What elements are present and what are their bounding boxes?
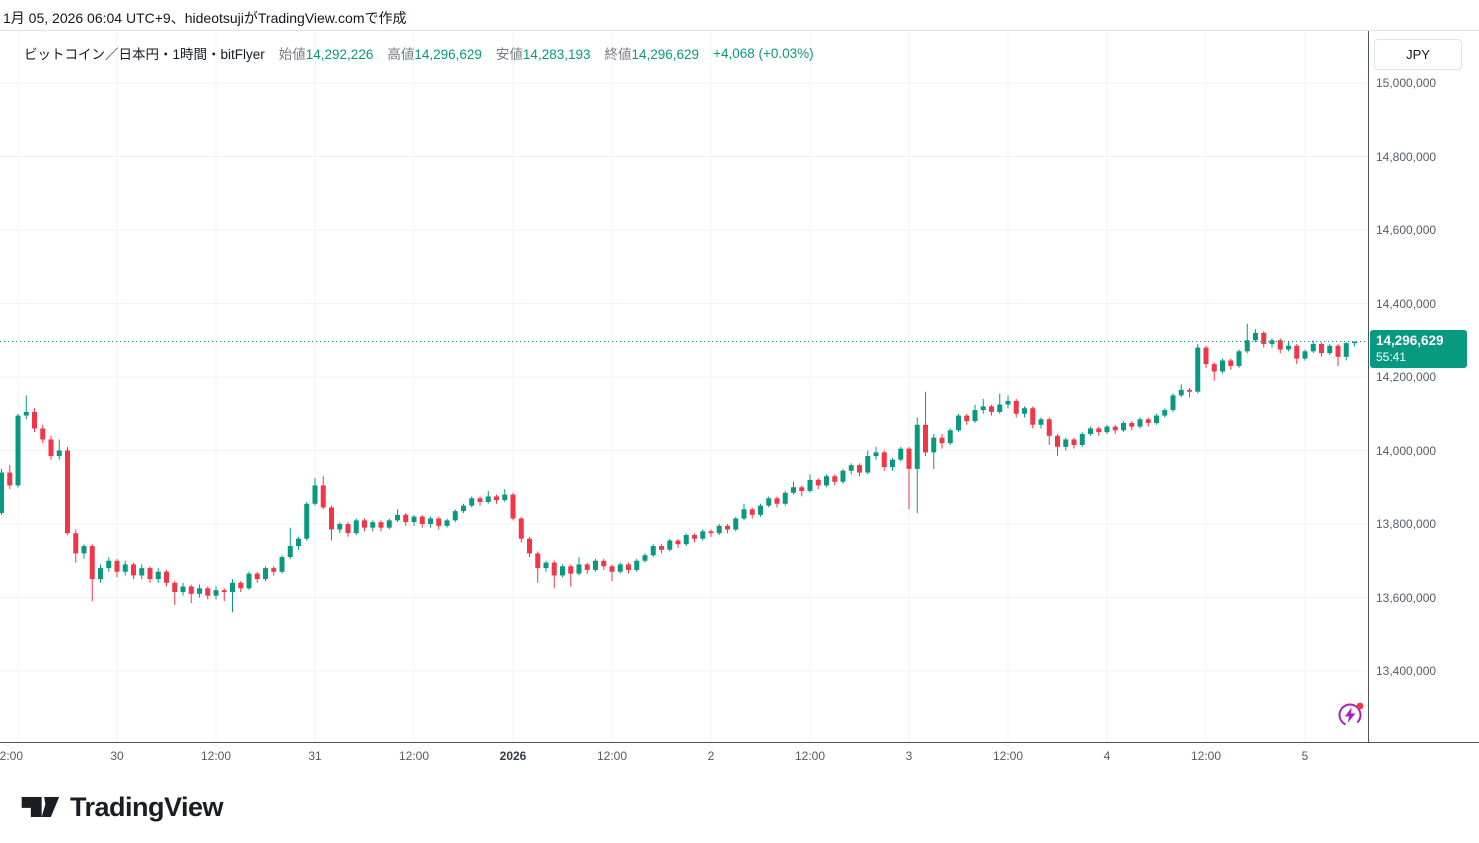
tradingview-logo-text: TradingView (70, 791, 224, 822)
time-axis-label: 12:00 (0, 749, 24, 763)
time-axis-label: 12:00 (200, 749, 232, 763)
tradingview-branding[interactable]: TradingView (20, 788, 224, 826)
current-price-value: 14,296,629 (1376, 333, 1444, 349)
high-value: 14,296,629 (414, 47, 482, 62)
price-axis-label: 14,800,000 (1376, 149, 1437, 164)
price-axis-label: 14,400,000 (1376, 296, 1437, 311)
price-axis-label: 13,600,000 (1376, 590, 1437, 605)
time-axis-label: 12:00 (1190, 749, 1222, 763)
price-axis-label: 15,000,000 (1376, 76, 1437, 90)
time-axis-label: 5 (1301, 749, 1309, 763)
time-axis-label: 12:00 (398, 749, 430, 763)
time-axis-label: 12:00 (596, 749, 628, 763)
change-value: +4,068 (+0.03%) (713, 45, 814, 61)
candlestick-chart[interactable] (0, 31, 1368, 742)
current-price-tag: 14,296,629 55:41 (1370, 330, 1467, 369)
currency-button[interactable]: JPY (1374, 39, 1462, 70)
price-axis-label: 14,000,000 (1376, 443, 1437, 458)
price-axis-label: 14,600,000 (1376, 223, 1437, 237)
symbol-title: ビットコイン／日本円・1時間・bitFlyer (24, 47, 265, 62)
notification-dot-icon (1356, 702, 1364, 710)
candle-countdown: 55:41 (1376, 350, 1407, 365)
time-axis[interactable]: 12:00 30 12:00 31 12:00 2026 12:00 2 12:00 3 12:00… (0, 742, 1479, 769)
chart-legend: ビットコイン／日本円・1時間・bitFlyer 始値14,292,226 高値1… (24, 43, 814, 63)
attribution-text: 1月 05, 2026 06:04 UTC+9、hideotsujiがTradi… (3, 10, 407, 26)
low-value: 14,283,193 (522, 47, 591, 62)
flash-icon (1338, 702, 1364, 727)
time-axis-label: 30 (110, 749, 124, 763)
high-pair: 高値14,296,629 (387, 47, 482, 62)
price-axis-label: 14,200,000 (1376, 370, 1437, 384)
close-pair: 終値14,296,629 (604, 47, 700, 62)
chart-widget: ビットコイン／日本円・1時間・bitFlyer 始値14,292,226 高値1… (0, 30, 1479, 769)
price-axis-label: 13,400,000 (1376, 664, 1437, 678)
flash-boost-button[interactable] (1336, 699, 1366, 729)
time-axis-label: 2026 (499, 749, 527, 763)
time-axis-label: 31 (308, 749, 322, 763)
tradingview-logo-icon (21, 797, 60, 817)
time-axis-label: 12:00 (992, 749, 1024, 763)
time-axis-label: 12:00 (794, 749, 826, 763)
time-axis-label: 3 (905, 749, 913, 763)
open-value: 14,292,226 (305, 47, 374, 62)
time-axis-label: 4 (1103, 749, 1111, 763)
low-pair: 安値14,283,193 (495, 47, 591, 62)
price-axis-label: 13,800,000 (1376, 517, 1437, 531)
open-pair: 始値14,292,226 (278, 47, 374, 62)
time-axis-label: 2 (707, 749, 715, 763)
chart-pane[interactable]: ビットコイン／日本円・1時間・bitFlyer 始値14,292,226 高値1… (0, 31, 1368, 742)
price-axis[interactable]: JPY 15,000,000 14,800,000 14,600,000 14,400… (1368, 31, 1479, 769)
close-value: 14,296,629 (631, 47, 700, 62)
